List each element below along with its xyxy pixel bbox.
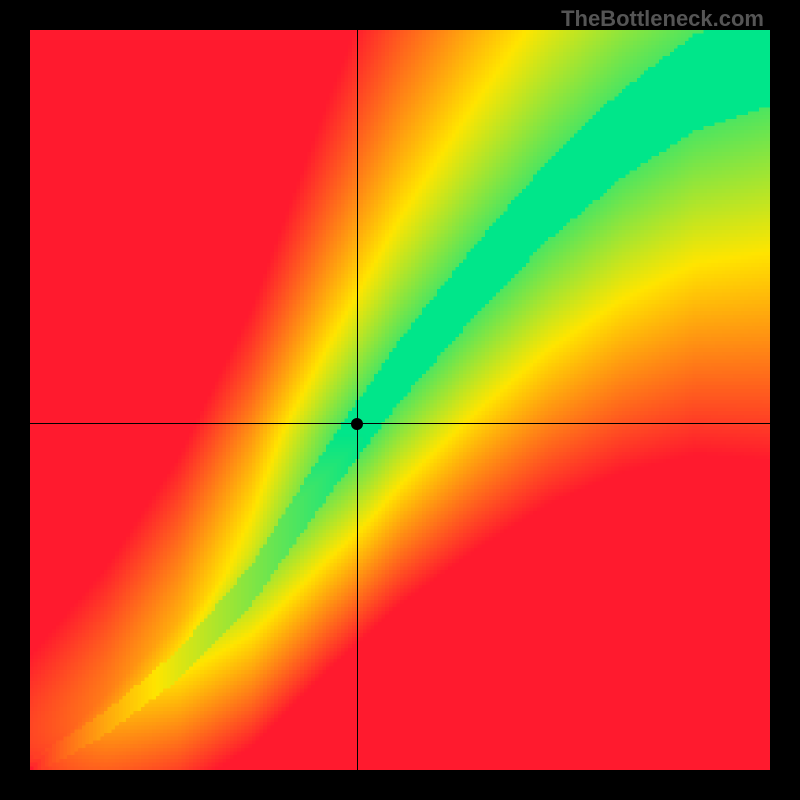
heatmap-canvas [30,30,770,770]
selected-point-marker[interactable] [351,418,363,430]
bottleneck-heatmap-plot [30,30,770,770]
crosshair-vertical [357,30,358,770]
watermark-text: TheBottleneck.com [561,6,764,32]
crosshair-horizontal [30,423,770,424]
